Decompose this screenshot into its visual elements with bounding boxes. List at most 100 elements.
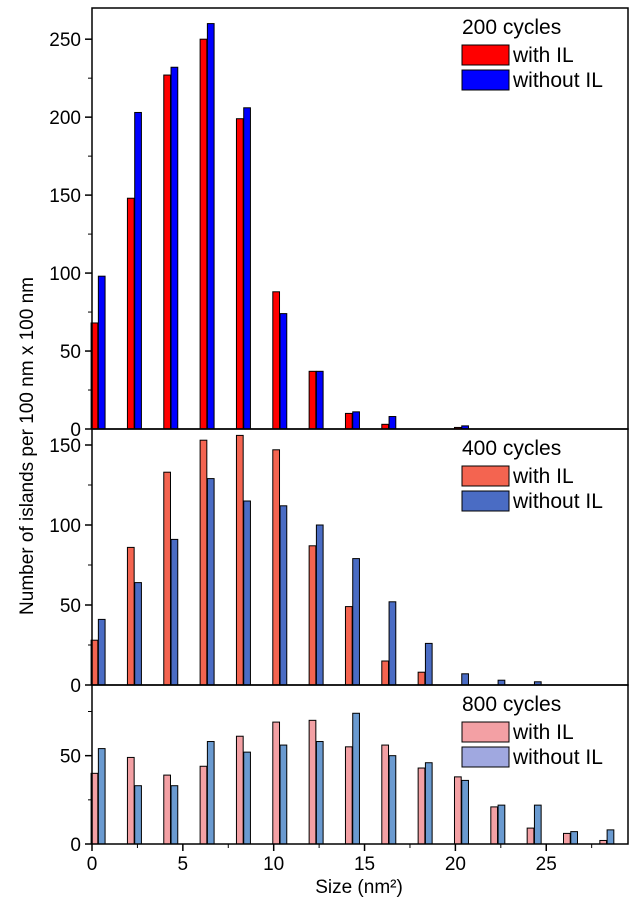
bar-without-il <box>243 751 251 845</box>
bar-without-il <box>352 558 360 686</box>
bar-with-il <box>490 806 499 845</box>
legend-swatch <box>461 746 510 768</box>
y-tick-label: 50 <box>60 747 81 768</box>
legend-label: with IL <box>512 44 574 67</box>
bar-without-il <box>315 741 324 845</box>
y-tick-label: 150 <box>49 436 81 457</box>
bar-without-il <box>315 524 324 686</box>
x-tick-label: 5 <box>178 854 189 875</box>
bar-with-il <box>453 776 462 845</box>
bar-without-il <box>170 785 179 845</box>
bar-with-il <box>163 74 171 430</box>
bar-without-il <box>461 779 469 845</box>
bar-with-il <box>381 744 390 845</box>
legend-swatch <box>461 69 510 91</box>
bar-without-il <box>134 582 142 686</box>
bar-with-il <box>272 291 281 430</box>
bar-without-il <box>97 275 106 430</box>
bar-without-il <box>533 804 542 845</box>
bar-with-il <box>126 756 135 845</box>
x-axis-title: Size (nm²) <box>315 877 403 898</box>
legend-swatch <box>461 490 510 512</box>
bar-without-il <box>134 785 142 845</box>
legend-swatch <box>461 44 510 66</box>
bar-with-il <box>163 774 171 845</box>
bar-without-il <box>388 416 397 430</box>
bar-with-il <box>235 118 244 430</box>
bar-without-il <box>206 478 215 686</box>
bar-with-il <box>344 746 353 845</box>
y-tick-label: 0 <box>70 420 81 441</box>
y-tick-label: 50 <box>60 342 81 363</box>
legend-label: with IL <box>512 465 574 488</box>
y-tick-label: 100 <box>49 516 81 537</box>
legend-label: with IL <box>512 721 574 744</box>
bar-without-il <box>243 500 251 686</box>
bar-without-il <box>279 313 288 430</box>
legend-label: without IL <box>512 746 603 769</box>
bar-with-il <box>417 671 426 686</box>
panel-frame <box>91 684 629 845</box>
bar-with-il <box>199 439 208 686</box>
bar-without-il <box>170 538 179 686</box>
bar-without-il <box>243 107 251 430</box>
bar-without-il <box>279 505 288 686</box>
panel-1: 0 50 100 150 200 250 200 cycles with ILwithout … <box>49 7 629 441</box>
bar-without-il <box>352 411 360 430</box>
bar-with-il <box>308 719 317 845</box>
bar-without-il <box>97 748 106 845</box>
bar-without-il <box>352 712 360 845</box>
legend-title: 200 cycles <box>462 16 561 39</box>
bar-without-il <box>315 370 324 430</box>
bar-with-il <box>272 721 281 845</box>
bar-with-il <box>126 546 135 686</box>
y-tick-label: 150 <box>49 186 81 207</box>
legend-swatch <box>461 465 510 487</box>
bar-with-il <box>381 660 390 686</box>
x-tick-label: 20 <box>445 854 466 875</box>
legend-label: without IL <box>512 490 603 513</box>
bar-without-il <box>388 601 397 686</box>
bar-without-il <box>570 831 578 845</box>
bar-without-il <box>497 804 506 845</box>
legend-title: 400 cycles <box>462 437 561 460</box>
y-tick-label: 200 <box>49 108 81 129</box>
bar-without-il <box>170 66 179 430</box>
bar-with-il <box>417 767 426 845</box>
x-tick-label: 0 <box>87 854 98 875</box>
legend-title: 800 cycles <box>462 693 561 716</box>
bar-with-il <box>163 471 171 686</box>
x-tick-label: 15 <box>354 854 375 875</box>
bar-without-il <box>134 111 142 430</box>
bar-with-il <box>526 827 535 845</box>
bar-with-il <box>344 412 353 430</box>
y-tick-label: 0 <box>70 676 81 697</box>
bar-with-il <box>126 197 135 430</box>
y-tick-label: 250 <box>49 30 81 51</box>
bar-without-il <box>424 762 433 845</box>
bar-with-il <box>199 38 208 430</box>
bar-with-il <box>199 765 208 845</box>
bar-with-il <box>344 606 353 686</box>
bar-without-il <box>461 673 469 686</box>
bar-without-il <box>206 741 215 845</box>
y-tick-label: 0 <box>70 835 81 856</box>
y-tick-label: 50 <box>60 596 81 617</box>
bar-without-il <box>206 23 215 430</box>
bar-without-il <box>279 744 288 845</box>
bar-with-il <box>235 434 244 686</box>
y-tick-label: 100 <box>49 264 81 285</box>
legend-label: without IL <box>512 69 603 92</box>
bar-without-il <box>97 618 106 686</box>
bar-without-il <box>606 829 615 845</box>
bar-without-il <box>424 642 433 686</box>
bar-with-il <box>272 449 281 686</box>
x-tick-label: 25 <box>536 854 557 875</box>
legend-swatch <box>461 721 510 743</box>
bar-with-il <box>308 370 317 430</box>
bar-with-il <box>235 735 244 845</box>
